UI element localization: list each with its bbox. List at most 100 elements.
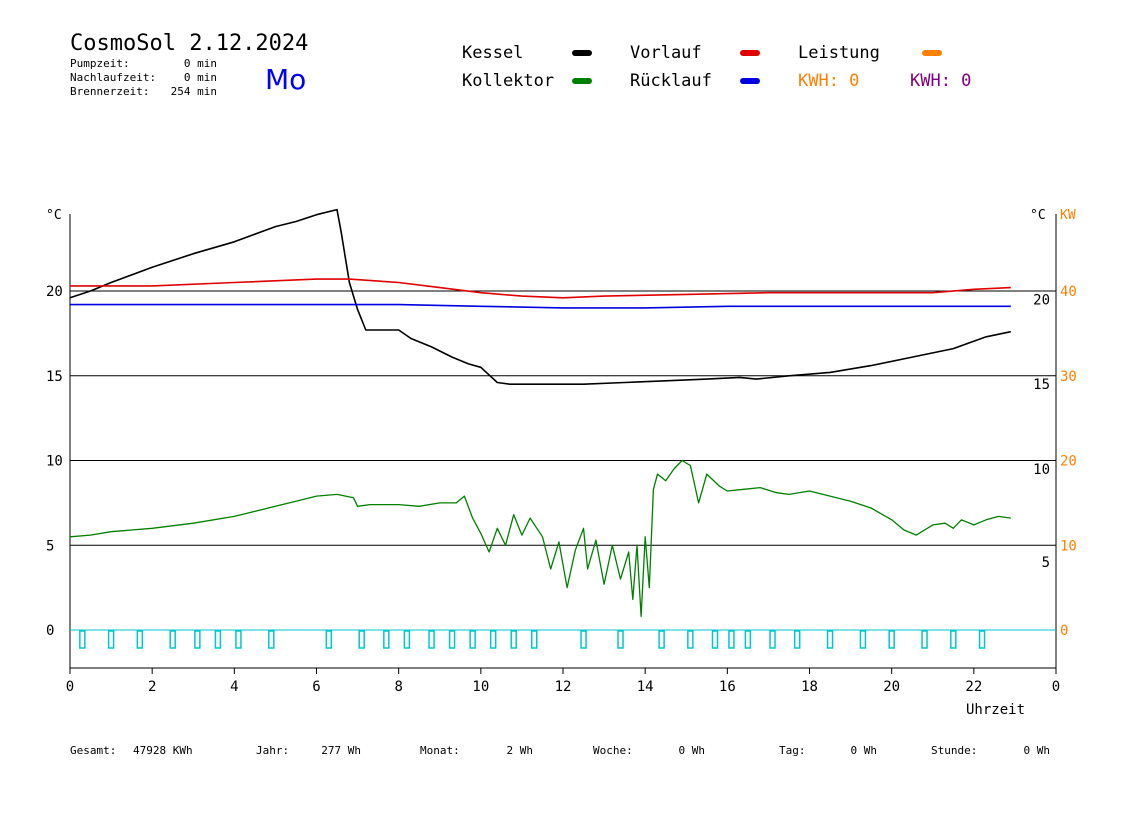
- right-kw-tick-label: 20: [1060, 454, 1077, 470]
- pump-pulse: [358, 630, 365, 649]
- pump-pulse: [793, 630, 801, 649]
- legend-label-leistung: Leistung: [798, 43, 880, 63]
- footer-label-woche: Woche:: [593, 744, 633, 757]
- weekday-label: Mo: [265, 63, 306, 96]
- kwh-label-1: KWH: 0: [798, 71, 859, 91]
- pump-pulse: [617, 630, 624, 649]
- legend: Kessel Vorlauf Leistung Kollektor Rückla…: [462, 43, 971, 91]
- pump-pulse: [194, 630, 201, 649]
- footer-stats: Gesamt: 47928 KWh Jahr: 277 Wh Monat: 2 …: [70, 744, 1050, 757]
- x-tick-label: 8: [394, 679, 402, 695]
- stats-block: Pumpzeit: 0 min Nachlaufzeit: 0 min Bren…: [70, 57, 217, 98]
- stat-label-nachlaufzeit: Nachlaufzeit:: [70, 71, 156, 84]
- left-tick-label: 0: [46, 623, 54, 639]
- pump-pulse: [268, 630, 275, 649]
- chart-title: CosmoSol 2.12.2024: [70, 31, 308, 56]
- series-lines: [69, 208, 1011, 618]
- left-axis-unit: °C: [46, 208, 62, 223]
- right-celsius-tick-label: 10: [1033, 462, 1050, 478]
- right-celsius-tick-label: 5: [1042, 555, 1050, 571]
- right-celsius-tick-label: 20: [1033, 292, 1050, 308]
- pump-pulse: [859, 630, 867, 649]
- footer-value-gesamt: 47928 KWh: [133, 744, 193, 757]
- footer-value-tag: 0 Wh: [851, 744, 878, 757]
- pump-pulse: [728, 630, 735, 649]
- pump-pulse: [214, 630, 222, 649]
- pump-pulse: [469, 630, 476, 649]
- right-axis-unit-celsius: °C: [1030, 208, 1046, 223]
- legend-label-ruecklauf: Rücklauf: [630, 71, 712, 91]
- left-tick-label: 5: [46, 538, 54, 554]
- x-tick-label: 4: [230, 679, 238, 695]
- pump-pulse: [79, 630, 86, 649]
- pump-pulse: [921, 630, 928, 649]
- left-tick-label: 20: [46, 284, 63, 300]
- x-tick-label: 12: [555, 679, 572, 695]
- x-tick-label: 2: [148, 679, 156, 695]
- series-line-kessel: [69, 208, 1011, 386]
- pump-pulse: [235, 630, 242, 649]
- pump-pulse: [711, 630, 719, 649]
- series-line-r-cklauf: [70, 303, 1011, 309]
- series-line-vorlauf: [70, 278, 1011, 299]
- stat-label-brennerzeit: Brennerzeit:: [70, 85, 149, 98]
- pump-pulse: [530, 630, 538, 649]
- x-tick-label: 14: [637, 679, 654, 695]
- left-tick-label: 10: [46, 454, 63, 470]
- pump-pulse: [687, 630, 694, 649]
- x-tick-label: 18: [801, 679, 818, 695]
- pump-pulse: [769, 630, 776, 649]
- right-kw-tick-label: 10: [1060, 538, 1077, 554]
- pump-pulse: [136, 630, 144, 649]
- right-kw-tick-label: 0: [1060, 623, 1068, 639]
- pump-pulse: [403, 630, 411, 649]
- pump-pulse: [826, 630, 834, 649]
- left-tick-label: 15: [46, 369, 63, 385]
- kwh-label-2: KWH: 0: [910, 71, 971, 91]
- legend-label-kessel: Kessel: [462, 43, 523, 63]
- series-line-kollektor: [69, 459, 1011, 618]
- legend-label-kollektor: Kollektor: [462, 71, 554, 91]
- x-tick-label: 22: [965, 679, 982, 695]
- pump-pulse: [744, 630, 752, 649]
- footer-label-monat: Monat:: [420, 744, 460, 757]
- x-tick-label: 6: [312, 679, 320, 695]
- x-axis-title: Uhrzeit: [966, 702, 1025, 718]
- axis-tick-labels: 0 5 10 15 20 5 10 15 20 0 10 20 30 40 0 2 4 6 8 10 12 14 16 18 2…: [46, 284, 1077, 695]
- legend-label-vorlauf: Vorlauf: [630, 43, 702, 63]
- stat-value-nachlaufzeit: 0 min: [184, 71, 217, 84]
- pump-pulse: [325, 630, 333, 649]
- footer-value-monat: 2 Wh: [507, 744, 534, 757]
- footer-label-jahr: Jahr:: [256, 744, 289, 757]
- right-kw-tick-label: 40: [1060, 284, 1077, 300]
- x-tick-label: 20: [883, 679, 900, 695]
- footer-label-tag: Tag:: [779, 744, 806, 757]
- grid-lines: [70, 290, 1056, 631]
- x-tick-label: 10: [472, 679, 489, 695]
- pump-pulse: [978, 630, 986, 649]
- pump-pulse: [489, 630, 497, 649]
- footer-value-jahr: 277 Wh: [321, 744, 361, 757]
- pump-pulse: [107, 630, 115, 649]
- pump-pulse: [658, 630, 665, 649]
- x-tick-label: 0: [66, 679, 74, 695]
- footer-label-gesamt: Gesamt:: [70, 744, 116, 757]
- x-tick-label: 0: [1052, 679, 1060, 695]
- pump-pulse: [169, 630, 176, 649]
- right-axis-unit-kw: KW: [1060, 208, 1076, 223]
- pump-pulse: [448, 630, 456, 649]
- pump-pulse: [950, 630, 957, 649]
- pump-pulse: [383, 630, 390, 649]
- right-celsius-tick-label: 15: [1033, 377, 1050, 393]
- pump-pulse: [510, 630, 517, 649]
- footer-value-woche: 0 Wh: [679, 744, 706, 757]
- stat-value-pumpzeit: 0 min: [184, 57, 217, 70]
- stat-label-pumpzeit: Pumpzeit:: [70, 57, 130, 70]
- footer-value-stunde: 0 Wh: [1024, 744, 1051, 757]
- pump-pulse: [888, 630, 895, 649]
- footer-label-stunde: Stunde:: [931, 744, 977, 757]
- right-kw-tick-label: 30: [1060, 369, 1077, 385]
- x-tick-label: 16: [719, 679, 736, 695]
- pump-pulse: [580, 630, 587, 649]
